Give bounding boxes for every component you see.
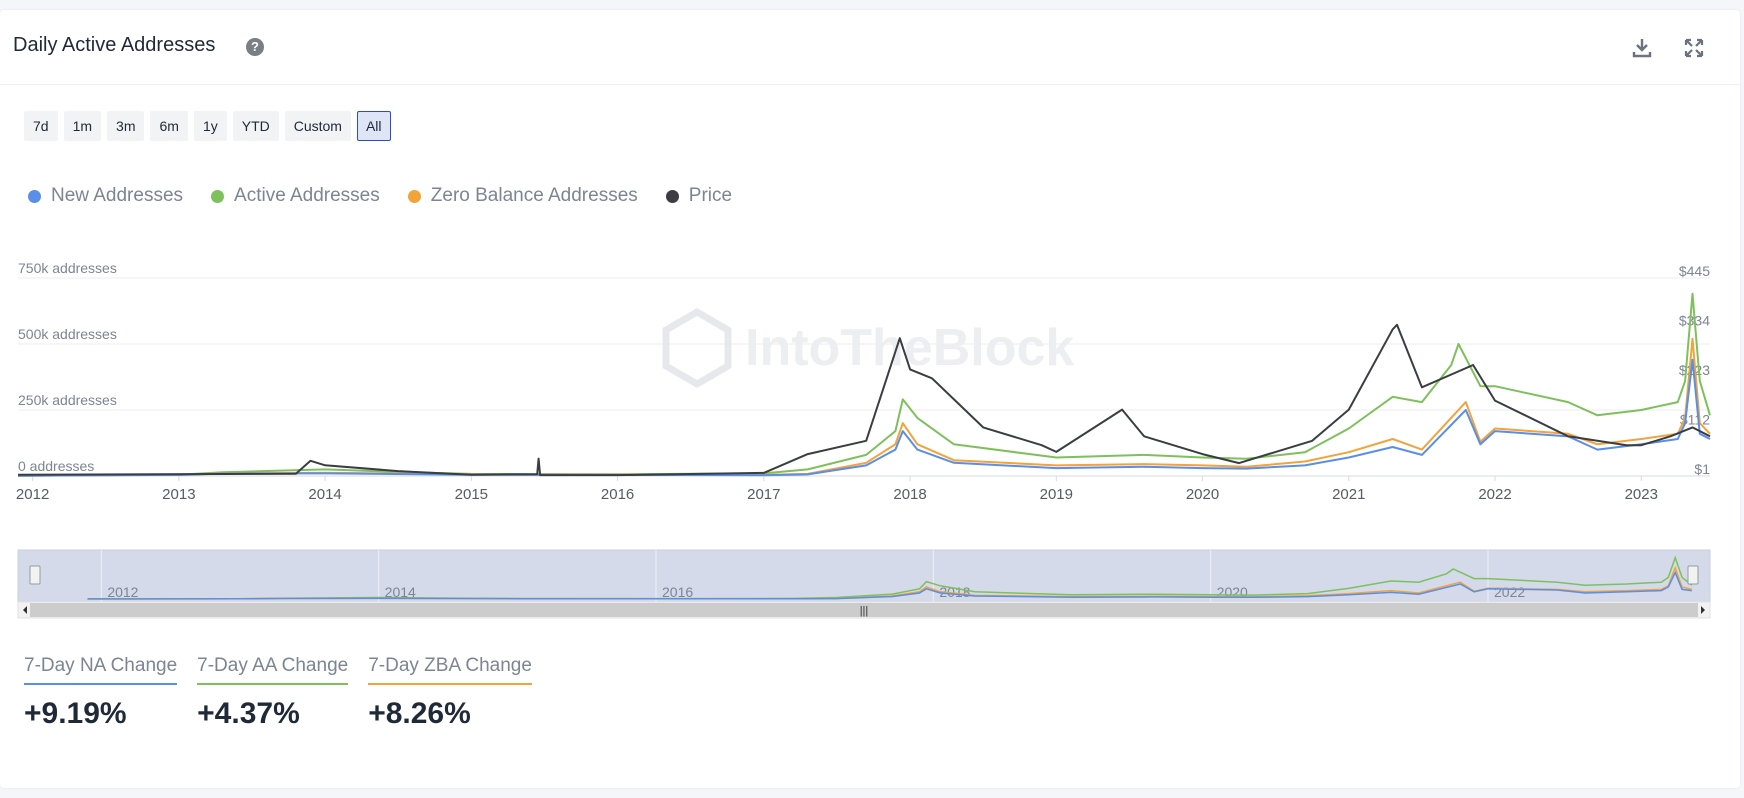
navigator-label: 2018 — [939, 584, 970, 600]
kpi-label: 7-Day AA Change — [197, 655, 349, 685]
kpi-value: +9.19% — [24, 697, 127, 730]
navigator-label: 2012 — [107, 584, 138, 600]
question-circle-icon[interactable]: ? — [246, 38, 264, 56]
legend-dot-icon — [28, 189, 41, 203]
legend-label: Zero Balance Addresses — [430, 185, 638, 206]
y-left-tick-label: 750k addresses — [18, 260, 117, 276]
download-button[interactable] — [1628, 34, 1656, 62]
series-line-price — [17, 323, 1711, 477]
x-tick-label: 2019 — [1040, 486, 1073, 503]
x-tick-label: 2017 — [747, 486, 780, 503]
legend-dot-icon — [665, 189, 679, 203]
watermark: IntoTheBlock — [662, 307, 1074, 389]
legend-item-active-addresses[interactable]: Active Addresses — [211, 185, 380, 207]
x-tick-label: 2014 — [308, 486, 341, 503]
y-right-tick-label: $1 — [1694, 461, 1710, 477]
y-left-tick-label: 250k addresses — [18, 392, 117, 408]
arrow-left-icon[interactable] — [23, 606, 27, 614]
page-title: Daily Active Addresses — [13, 34, 216, 56]
download-icon — [1632, 39, 1652, 58]
x-tick-label: 2021 — [1332, 486, 1365, 503]
x-tick-label: 2012 — [16, 486, 49, 503]
chart-card: Daily Active Addresses ? 7d 1m 3m 6m 1y YTD Cu… — [0, 10, 1740, 788]
range-button-ytd[interactable]: YTD — [232, 111, 279, 141]
kpi-0: 7-Day NA Change +9.19% — [24, 655, 178, 731]
x-tick-label: 2016 — [601, 486, 634, 503]
range-button-custom[interactable]: Custom — [284, 111, 351, 141]
y-right-tick-label: $112 — [1680, 412, 1710, 428]
legend-label: Active Addresses — [234, 185, 380, 206]
fullscreen-button[interactable] — [1680, 34, 1708, 62]
expand-icon — [1684, 38, 1704, 58]
legend-item-zero-balance-addresses[interactable]: Zero Balance Addresses — [407, 185, 638, 207]
legend-item-new-addresses[interactable]: New Addresses — [28, 185, 183, 207]
scrollbar-thumb[interactable] — [30, 603, 1698, 617]
y-left-tick-label: 0 addresses — [18, 458, 94, 474]
navigator-label: 2014 — [385, 584, 416, 600]
range-button-6m[interactable]: 6m — [150, 111, 188, 141]
legend-label: Price — [688, 185, 733, 206]
legend-dot-icon — [211, 189, 225, 203]
navigator-series-line — [87, 570, 1692, 600]
watermark-logo-icon — [662, 307, 732, 389]
series-line-new-addresses — [17, 358, 1711, 477]
navigator-label: 2016 — [662, 584, 693, 600]
kpi-2: 7-Day ZBA Change +8.26% — [368, 655, 532, 731]
kpi-1: 7-Day AA Change +4.37% — [197, 655, 349, 731]
x-tick-label: 2013 — [162, 486, 195, 503]
y-left-tick-label: 500k addresses — [18, 326, 117, 342]
chart-legend: New Addresses Active Addresses Zero Balanc… — [28, 185, 732, 207]
x-tick-label: 2015 — [455, 486, 488, 503]
kpi-value: +4.37% — [197, 697, 300, 730]
y-right-tick-label: $445 — [1679, 263, 1710, 279]
x-tick-label: 2020 — [1186, 486, 1219, 503]
range-button-1y[interactable]: 1y — [193, 111, 227, 141]
scrollbar-grip-icon: ||| — [860, 605, 869, 617]
legend-label: New Addresses — [51, 185, 184, 206]
kpi-row: 7-Day NA Change +9.19% 7-Day AA Change +4.3… — [24, 655, 532, 731]
navigator-label: 2022 — [1494, 584, 1525, 600]
range-button-all[interactable]: All — [356, 111, 391, 141]
navigator-handle[interactable] — [1687, 565, 1699, 585]
range-button-3m[interactable]: 3m — [107, 111, 145, 141]
legend-dot-icon — [407, 189, 421, 203]
legend-item-price[interactable]: Price — [665, 185, 733, 207]
range-button-1m[interactable]: 1m — [63, 111, 102, 141]
x-tick-label: 2022 — [1478, 486, 1511, 503]
kpi-label: 7-Day ZBA Change — [368, 655, 532, 685]
kpi-label: 7-Day NA Change — [24, 655, 178, 685]
x-tick-label: 2018 — [893, 486, 926, 503]
x-tick-label: 2023 — [1625, 486, 1658, 503]
navigator-handle[interactable] — [29, 565, 41, 585]
range-button-7d[interactable]: 7d — [24, 111, 58, 141]
navigator-selection — [17, 549, 1711, 603]
arrow-right-icon[interactable] — [1701, 606, 1705, 614]
navigator: 2012 2014 2016 2018 2020 2022||| — [17, 549, 1711, 619]
card-header: Daily Active Addresses ? — [0, 10, 1740, 85]
kpi-value: +8.26% — [368, 697, 471, 730]
range-selector: 7d 1m 3m 6m 1y YTD Custom All — [24, 111, 391, 141]
chart-svg: 0 addresses 250k addresses 500k addresses 7… — [16, 260, 1711, 619]
